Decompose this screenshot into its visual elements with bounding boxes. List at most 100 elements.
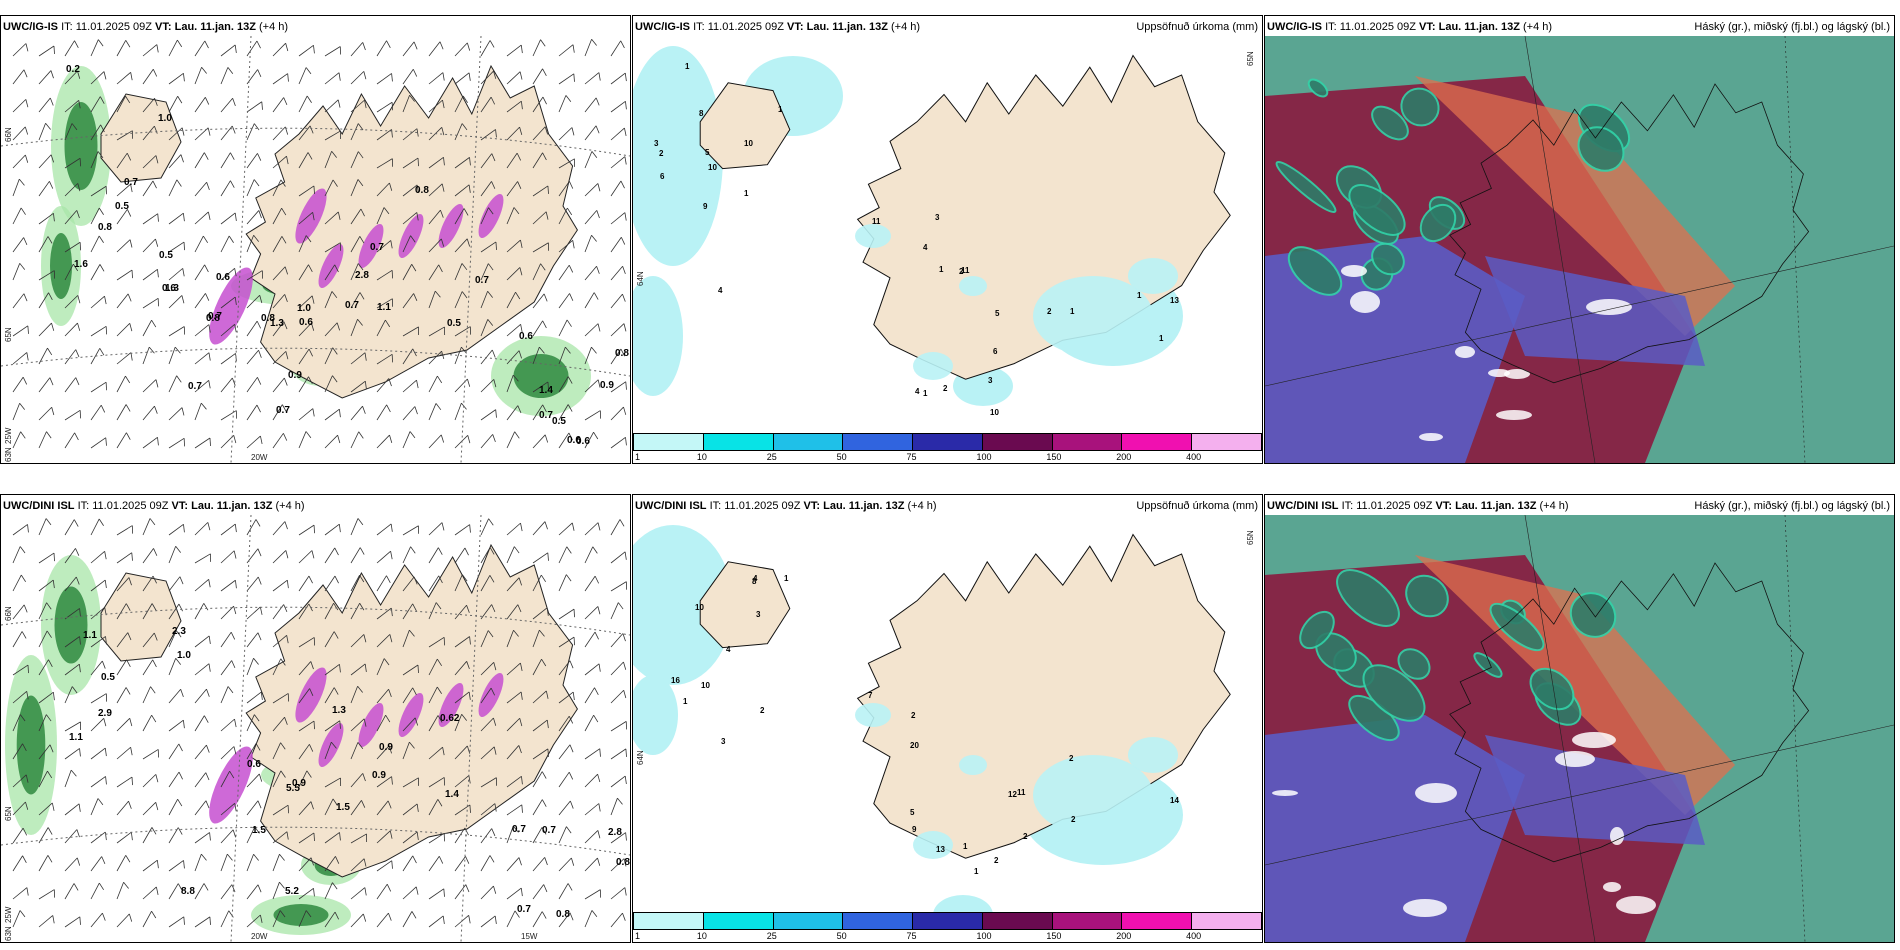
- wind-barb: [12, 293, 28, 309]
- wind-barb: [506, 323, 523, 337]
- scale-tick-label: 10: [696, 452, 707, 462]
- wind-barb: [246, 714, 260, 732]
- wind-barb: [12, 546, 26, 564]
- wind-value-label: 1.3: [165, 283, 179, 294]
- wind-barb: [506, 239, 523, 253]
- precip-value-label: 3: [935, 213, 940, 222]
- wind-barb: [584, 346, 597, 365]
- precip-value-label: 4: [753, 574, 758, 583]
- wind-barb: [350, 518, 364, 536]
- wind-barb: [246, 743, 261, 760]
- precip-value-label: 20: [910, 741, 919, 750]
- wind-barb: [116, 40, 131, 57]
- precip-value-label: 1: [939, 265, 944, 274]
- wind-barb: [12, 263, 26, 281]
- wind-barb: [350, 263, 364, 281]
- wind-barb: [428, 183, 445, 197]
- wind-barb: [558, 264, 574, 281]
- wind-value-label: 1.0: [158, 113, 172, 124]
- wind-barb: [558, 715, 574, 732]
- precip-value-label: 10: [990, 408, 999, 417]
- precip-value-label: 9: [912, 825, 917, 834]
- precip-panel-row1: UWC/IG-IS IT: 11.01.2025 09Z VT: Lau. 11…: [632, 15, 1263, 464]
- scale-tick-label: 50: [836, 931, 847, 941]
- wind-barb: [272, 155, 289, 169]
- wind-value-label: 0.6: [216, 272, 230, 283]
- panel-title: Uppsöfnuð úrkoma (mm): [1136, 21, 1258, 33]
- wind-barb: [64, 241, 81, 253]
- wind-barb: [506, 691, 523, 704]
- wind-barb: [64, 295, 81, 309]
- color-scale-bar: [633, 912, 1262, 930]
- model-name: UWC/DINI ISL: [635, 500, 707, 512]
- wind-barb: [12, 827, 28, 844]
- wind-barb: [298, 550, 315, 564]
- wind-barb: [298, 888, 315, 900]
- wind-barb: [532, 68, 547, 85]
- wind-map: 66N65N63N25W20W0.50.80.60.71.30.60.52.80…: [1, 36, 630, 463]
- wind-barb: [194, 522, 211, 536]
- high-cloud-patch: [1405, 574, 1449, 618]
- wind-barb: [272, 179, 286, 197]
- wind-barb: [480, 434, 496, 449]
- wind-value-label: 0.6: [567, 435, 581, 446]
- wind-barb: [64, 636, 81, 648]
- wind-barb: [142, 155, 159, 169]
- wind-barb: [64, 263, 79, 281]
- wind-barb: [90, 326, 107, 337]
- wind-barb: [376, 883, 392, 900]
- wind-barb: [90, 71, 107, 85]
- wind-barb: [220, 803, 237, 816]
- wind-barb: [324, 408, 341, 421]
- wind-barb: [584, 830, 601, 844]
- wind-barb: [12, 524, 29, 536]
- wind-barb: [324, 575, 339, 592]
- wind-barb: [532, 126, 549, 141]
- grid-line: [1524, 515, 1596, 942]
- wind-barb: [272, 433, 288, 449]
- wind-barb: [532, 263, 546, 281]
- wind-barb: [558, 73, 575, 85]
- precip-value-label: 13: [1170, 296, 1179, 305]
- wind-barb: [142, 379, 159, 393]
- wind-barb: [350, 858, 367, 872]
- precip-value-label: 6: [993, 347, 998, 356]
- wind-barb: [194, 553, 212, 564]
- wind-barb: [532, 381, 549, 393]
- wind-barb: [350, 833, 368, 844]
- wind-barb: [38, 270, 55, 281]
- wind-barb: [64, 769, 77, 788]
- wind-value-label: 0.7: [188, 381, 202, 392]
- wind-barb: [350, 913, 367, 928]
- wind-barb: [272, 207, 287, 225]
- wind-barb: [428, 636, 445, 648]
- wind-barb: [454, 604, 470, 620]
- wind-barb: [64, 377, 80, 393]
- wind-barb: [168, 154, 184, 169]
- wind-value-label: 0.6: [299, 317, 313, 328]
- high-cloud-patch: [1348, 184, 1406, 236]
- wind-barb: [610, 237, 626, 253]
- wind-barb: [454, 827, 469, 844]
- wind-barb: [558, 346, 571, 365]
- wind-barb: [194, 663, 211, 676]
- wind-barb: [506, 181, 522, 197]
- precip-value-label: 16: [671, 676, 680, 685]
- wind-barb: [454, 547, 469, 564]
- wind-barb: [194, 688, 210, 704]
- wind-barb: [584, 292, 599, 309]
- wind-barb: [428, 326, 446, 337]
- wind-barb: [402, 777, 420, 788]
- wind-barb: [194, 715, 209, 732]
- wind-barb: [116, 687, 131, 704]
- wind-barb: [532, 911, 547, 928]
- wind-barb: [324, 242, 342, 253]
- wind-value-label: 5.5: [286, 783, 300, 794]
- wind-barb: [480, 630, 494, 648]
- wind-barb: [298, 185, 315, 197]
- wind-value-label: 0.9: [600, 380, 614, 391]
- wind-value-label: 0.5: [447, 318, 461, 329]
- precip-area: [1033, 276, 1153, 356]
- precip-area: [633, 525, 733, 685]
- precip-value-label: 1: [923, 389, 928, 398]
